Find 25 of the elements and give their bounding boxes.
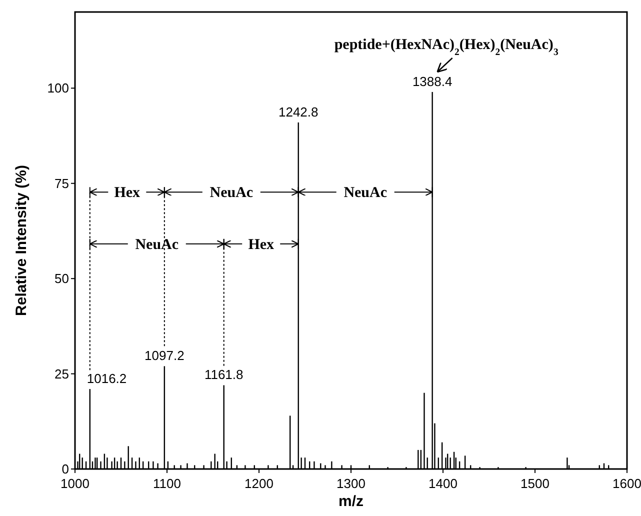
annotation: NeuAc <box>210 185 254 202</box>
x-tick-label: 1400 <box>428 476 458 491</box>
annotation: 1388.4 <box>412 74 452 89</box>
annotation: peptide+(HexNAc)$_{2}$(Hex)$_{2}$(NeuAc)$_{3}$ <box>334 36 558 58</box>
annotation: NeuAc <box>344 185 388 202</box>
y-tick-label: 100 <box>47 80 69 96</box>
annotation: 1242.8 <box>278 104 318 120</box>
x-tick-label: 1200 <box>244 476 274 491</box>
y-tick-label: 0 <box>62 462 69 476</box>
x-tick-label: 1000 <box>60 476 90 491</box>
annotation: 1097.2 <box>144 348 184 364</box>
y-axis-title: Relative Intensity (%) <box>13 165 30 316</box>
x-tick-label: 1300 <box>336 476 366 491</box>
annotation: 1161.8 <box>204 367 244 382</box>
x-axis-title: m/z <box>338 493 364 510</box>
y-tick-label: 50 <box>54 271 69 286</box>
y-tick-label: 75 <box>54 176 69 191</box>
x-tick-label: 1600 <box>612 476 641 491</box>
annotation: NeuAc <box>135 236 179 253</box>
x-tick-label: 1100 <box>153 476 181 491</box>
annotation: Hex <box>248 236 275 253</box>
y-tick-label: 25 <box>54 366 69 382</box>
x-tick-label: 1500 <box>520 476 550 491</box>
annotation: Hex <box>114 185 141 202</box>
annotation: 1016.2 <box>86 371 127 386</box>
